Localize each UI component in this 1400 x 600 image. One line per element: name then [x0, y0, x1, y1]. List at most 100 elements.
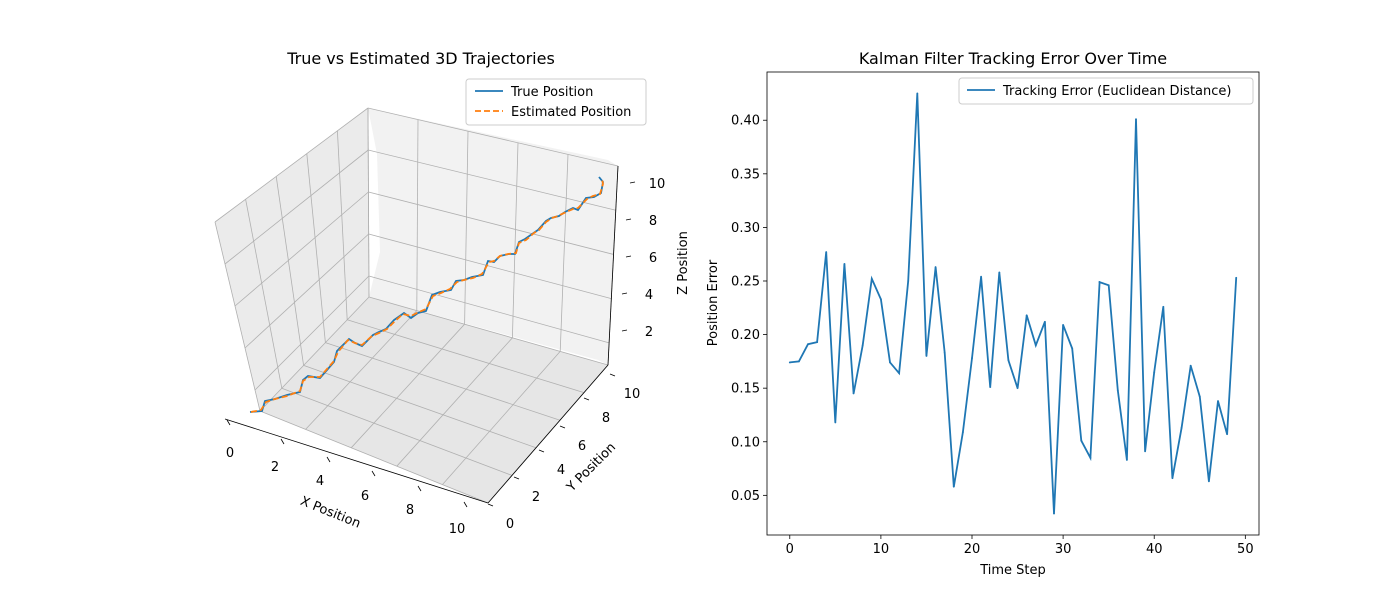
back-grid-z — [368, 275, 610, 344]
y-tick-label: 0.05 — [731, 489, 760, 504]
y-tick-3d — [559, 425, 566, 429]
x-tick-label-3d: 6 — [361, 489, 369, 504]
left-wall-pane — [215, 108, 369, 411]
y-tick-label: 0.10 — [731, 435, 760, 450]
x-tick-label: 10 — [873, 542, 890, 557]
left-grid-y — [306, 153, 326, 343]
y-tick-label: 0.25 — [731, 274, 760, 289]
grid-3d — [214, 107, 619, 504]
floor-grid-x — [442, 351, 561, 485]
y-tick-label: 0.30 — [731, 221, 760, 236]
y-axis-label: Position Error — [706, 259, 721, 346]
left-grid-y — [214, 221, 261, 412]
floor-grid-y — [259, 410, 489, 504]
floor-grid-x — [350, 323, 465, 449]
y-tick-3d — [487, 503, 494, 507]
plot-frame — [766, 71, 1260, 536]
floor-pane — [260, 297, 608, 503]
left-grid-z — [234, 191, 369, 307]
z-tick-3d — [621, 329, 628, 332]
x-tick-label: 40 — [1146, 542, 1163, 557]
right-chart-title: Kalman Filter Tracking Error Over Time — [859, 49, 1167, 68]
axes-ticks-2d: 0 10 20 30 40 50 0.05 0.10 0.15 0.20 0.25 0.30 0.35 0… — [731, 92, 1254, 557]
y-tick-label: 0.40 — [731, 114, 760, 129]
y-tick-3d — [513, 476, 520, 480]
y-tick-label: 0.35 — [731, 167, 760, 182]
back-grid-z — [367, 107, 619, 167]
floor-grid-y — [281, 387, 513, 476]
back-grid-x — [512, 142, 519, 338]
x-tick-3d — [226, 419, 231, 426]
y-tick-3d — [538, 449, 545, 453]
z-tick-label-3d: 4 — [645, 288, 653, 303]
y-tick-label-3d: 6 — [578, 439, 586, 454]
back-grid-z — [368, 233, 612, 300]
x-tick-3d — [326, 456, 331, 463]
x-tick-label: 20 — [964, 542, 981, 557]
z-axis-line — [607, 165, 619, 366]
x-axis-label: Time Step — [979, 563, 1046, 578]
z-tick-3d — [621, 292, 628, 295]
floor-grid-y — [368, 296, 609, 366]
x-tick-3d — [280, 438, 285, 445]
x-axis-label-3d: X Position — [298, 494, 363, 532]
legend-2d: Tracking Error (Euclidean Distance) — [958, 77, 1254, 105]
x-tick-label: 0 — [786, 542, 794, 557]
z-tick-label-3d: 2 — [645, 325, 653, 340]
z-tick-3d — [625, 255, 632, 258]
x-tick-3d — [463, 501, 468, 508]
x-tick-3d — [417, 485, 422, 492]
floor-grid-x — [305, 310, 418, 430]
z-tick-3d — [625, 218, 632, 221]
x-tick-3d — [371, 470, 376, 477]
y-axis-label-3d: Y Position — [563, 440, 619, 496]
y-tick-3d — [583, 397, 590, 401]
estimated-position-line — [250, 178, 604, 413]
left-grid-y — [367, 107, 370, 298]
back-grid-x — [464, 131, 469, 325]
z-tick-label-3d: 8 — [649, 214, 657, 229]
y-tick-label-3d: 10 — [624, 387, 641, 402]
x-tick-label-3d: 2 — [271, 460, 279, 475]
floor-grid-y — [347, 319, 585, 393]
x-tick-label-3d: 0 — [226, 446, 234, 461]
z-axis-label-3d: Z Position — [676, 231, 691, 295]
y-tick-label: 0.15 — [731, 382, 760, 397]
legend-label-error: Tracking Error (Euclidean Distance) — [1002, 84, 1231, 99]
x-tick-label-3d: 4 — [316, 474, 324, 489]
y-tick-3d — [609, 373, 616, 377]
floor-grid-y — [303, 365, 537, 449]
y-tick-label-3d: 2 — [532, 490, 540, 505]
z-tick-label-3d: 10 — [649, 177, 666, 192]
legend-label-true: True Position — [510, 85, 593, 100]
y-tick-label-3d: 0 — [506, 517, 514, 532]
tracking-error-plot: Kalman Filter Tracking Error Over Time 0… — [706, 49, 1260, 578]
y-tick-label: 0.20 — [731, 328, 760, 343]
z-tick-label-3d: 6 — [649, 251, 657, 266]
x-tick-label-3d: 8 — [406, 503, 414, 518]
floor-grid-y — [325, 342, 561, 421]
tracking-error-line — [789, 93, 1238, 514]
z-tick-3d — [629, 181, 636, 184]
legend-3d: True Position Estimated Position — [465, 78, 647, 126]
back-grid-x — [559, 154, 569, 352]
y-tick-label-3d: 4 — [557, 463, 565, 478]
left-grid-y — [275, 176, 304, 366]
left-grid-z — [224, 149, 369, 265]
legend-label-estimated: Estimated Position — [511, 105, 631, 120]
back-grid-x — [416, 119, 419, 311]
back-grid-z — [368, 191, 614, 255]
x-tick-label: 30 — [1055, 542, 1072, 557]
x-tick-label: 50 — [1237, 542, 1254, 557]
x-axis-line — [224, 418, 489, 504]
trajectory-3d-plot: True vs Estimated 3D Trajectories 024681… — [214, 49, 691, 537]
floor-grid-x — [396, 337, 513, 467]
y-axis-line — [487, 364, 609, 504]
left-grid-z — [254, 275, 370, 391]
floor-grid-x — [259, 296, 370, 412]
back-grid-z — [368, 149, 616, 211]
x-tick-label-3d: 10 — [449, 522, 466, 537]
left-chart-title: True vs Estimated 3D Trajectories — [286, 49, 555, 68]
left-grid-y — [245, 199, 283, 389]
